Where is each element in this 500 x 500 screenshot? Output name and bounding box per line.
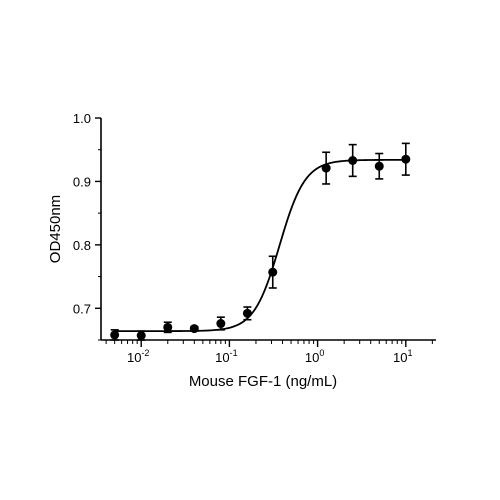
x-tick-label: 10-2 [127, 348, 149, 365]
fit-curve [114, 158, 406, 333]
y-tick-label: 0.8 [73, 238, 91, 253]
data-point [163, 322, 173, 332]
y-tick-label: 1.0 [73, 111, 91, 126]
data-point [242, 308, 252, 318]
data-point [401, 154, 411, 164]
data-point-group [110, 329, 120, 341]
y-tick-label: 0.7 [73, 301, 91, 316]
data-point-group [321, 151, 331, 185]
data-point [348, 155, 358, 165]
data-point-group [268, 255, 278, 289]
x-tick-label: 100 [305, 348, 324, 365]
x-tick-label: 10-1 [215, 348, 237, 365]
data-point-group [189, 324, 199, 334]
data-point [136, 331, 146, 341]
y-ticks: 0.7 0.8 0.9 1.0 [73, 111, 101, 341]
data-point-group [374, 152, 384, 180]
x-ticks: 10-2 10-1 100 101 [105, 340, 433, 365]
axes [100, 118, 436, 341]
data-points [110, 142, 411, 341]
data-point [110, 330, 120, 340]
data-point-group [242, 306, 252, 321]
x-tick-label: 101 [393, 348, 412, 365]
data-point [268, 267, 278, 277]
data-point [321, 163, 331, 173]
data-point-group [163, 321, 173, 334]
data-point-group [401, 142, 411, 176]
data-point [216, 319, 226, 329]
y-axis-title: OD450nm [47, 195, 64, 263]
y-tick-label: 0.9 [73, 174, 91, 189]
data-point-group [348, 143, 358, 178]
data-point [374, 161, 384, 171]
data-point-group [216, 316, 226, 331]
data-point-group [136, 330, 146, 341]
data-point [189, 324, 199, 334]
x-axis-title: Mouse FGF-1 (ng/mL) [189, 373, 337, 390]
